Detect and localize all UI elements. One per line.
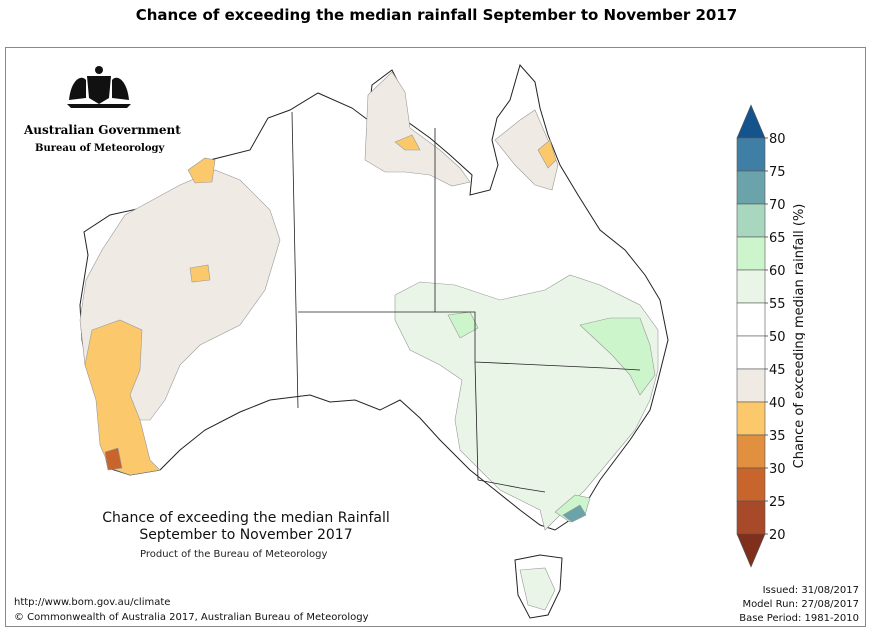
legend-tick-label: 50	[769, 330, 786, 345]
zone-vic-65	[562, 504, 587, 523]
map-caption-line1: Chance of exceeding the median Rainfall	[102, 510, 390, 526]
issue-info: Issued: 31/08/2017 Model Run: 27/08/2017…	[739, 584, 859, 626]
legend-swatch	[736, 137, 766, 172]
legend-swatch	[736, 302, 766, 337]
legend-tick-label: 40	[769, 396, 786, 411]
map-caption-line2: September to November 2017	[139, 527, 353, 543]
zone-north-nt-45	[364, 71, 471, 187]
zone-sw-tip-30	[104, 447, 123, 471]
legend-tick-label: 65	[769, 231, 786, 246]
legend-tick-label: 75	[769, 165, 786, 180]
legend-swatch-under-20	[736, 533, 766, 568]
gov-label: Australian Government	[24, 123, 181, 137]
state-borders	[291, 111, 641, 493]
legend-tick-label: 45	[769, 363, 786, 378]
zone-cape-35	[537, 139, 557, 169]
legend-title: Chance of exceeding median rainfall (%)	[792, 204, 805, 469]
legend-tick-label: 55	[769, 297, 786, 312]
legend-tick-label: 35	[769, 429, 786, 444]
zone-qld-60	[579, 317, 656, 396]
zone-pilbara-35	[189, 264, 211, 283]
legend-colorbar: 80 75 70 65 60 55 50 45 40 35 30 25 20 Chance of exce…	[736, 104, 805, 568]
legend-tick-label: 20	[769, 528, 786, 543]
model-run-date: Model Run: 27/08/2017	[742, 599, 859, 610]
zone-kimberley-35	[187, 157, 216, 184]
legend-tick-label: 80	[769, 132, 786, 147]
bureau-label: Bureau of Meteorology	[35, 143, 165, 154]
issued-date: Issued: 31/08/2017	[762, 585, 859, 596]
legend-swatch	[736, 500, 766, 535]
copyright-text: © Commonwealth of Australia 2017, Austra…	[14, 612, 369, 623]
legend-swatch	[736, 434, 766, 469]
legend-swatch	[736, 269, 766, 304]
legend-swatch	[736, 368, 766, 403]
legend-swatch	[736, 467, 766, 502]
legend-tick-label: 70	[769, 198, 786, 213]
base-period: Base Period: 1981-2010	[739, 613, 859, 624]
coat-of-arms-icon	[67, 66, 131, 108]
legend-swatch	[736, 203, 766, 238]
legend-swatch	[736, 335, 766, 370]
legend-tick-label: 30	[769, 462, 786, 477]
legend-swatch-over-80	[736, 104, 766, 139]
zone-top-end-35	[394, 134, 421, 151]
page-title: Chance of exceeding the median rainfall …	[135, 6, 738, 24]
zone-east-55	[394, 274, 659, 531]
legend-tick-label: 60	[769, 264, 786, 279]
zone-tas-55	[519, 567, 556, 611]
map-frame	[5, 47, 866, 627]
product-note: Product of the Bureau of Meteorology	[140, 549, 328, 560]
map-caption: Chance of exceeding the median Rainfall …	[60, 510, 432, 544]
legend-tick-label: 25	[769, 495, 786, 510]
zone-sw-wa-35	[84, 319, 161, 476]
legend-swatch	[736, 170, 766, 205]
zone-sa-60	[447, 311, 479, 339]
zone-cape-york-45	[494, 109, 559, 191]
bom-url-link[interactable]: http://www.bom.gov.au/climate	[14, 597, 171, 608]
legend-swatch	[736, 401, 766, 436]
bom-logo: Australian Government Bureau of Meteorol…	[24, 60, 181, 154]
legend-swatch	[736, 236, 766, 271]
